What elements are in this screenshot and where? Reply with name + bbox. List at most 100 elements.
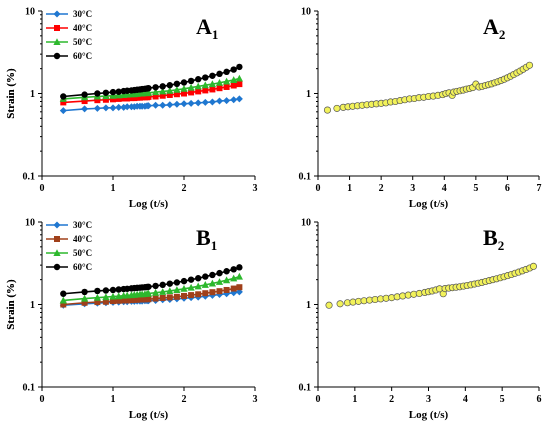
data-point	[235, 95, 243, 103]
data-point	[181, 292, 187, 299]
data-point	[173, 286, 181, 293]
x-axis-label: Log (t/s)	[409, 198, 449, 210]
data-point	[215, 278, 224, 285]
data-point	[94, 299, 101, 306]
scatter-series	[325, 262, 538, 309]
legend-marker	[53, 221, 61, 229]
data-point	[202, 87, 209, 94]
data-point	[235, 272, 243, 280]
data-point	[187, 83, 195, 91]
panel-label-main: A	[196, 14, 212, 39]
panel-label-sub: 1	[211, 238, 218, 253]
data-point	[223, 97, 231, 105]
data-point	[216, 70, 223, 78]
legend: 30°C 40°C 50°C 60°C	[46, 220, 92, 272]
data-point	[81, 105, 89, 113]
data-point	[152, 295, 159, 302]
data-point	[159, 294, 166, 301]
data-point	[223, 286, 230, 293]
data-point	[195, 88, 202, 95]
data-point	[187, 77, 195, 85]
legend-marker	[53, 249, 61, 256]
data-point	[159, 101, 167, 109]
data-point	[152, 93, 159, 100]
data-point	[159, 83, 166, 90]
data-point	[152, 84, 159, 91]
data-point	[202, 290, 209, 297]
data-point	[180, 85, 188, 92]
data-point	[166, 280, 173, 287]
data-point	[187, 99, 195, 107]
data-point	[81, 91, 88, 98]
data-point	[333, 104, 341, 112]
data-point	[159, 92, 166, 99]
data-point	[123, 103, 131, 111]
data-point	[236, 63, 243, 71]
legend-marker	[53, 38, 61, 45]
x-axis-label: Log (t/s)	[129, 409, 169, 421]
data-point	[94, 90, 101, 97]
y-tick-label: 0.1	[299, 172, 312, 183]
data-point	[173, 279, 181, 286]
data-point	[152, 88, 160, 96]
legend-label: 30°C	[73, 9, 92, 19]
scatter-series	[323, 61, 534, 114]
x-tick-label: 5	[500, 394, 505, 405]
data-point	[166, 82, 173, 89]
y-tick-label: 10	[25, 7, 35, 18]
panel-label-sub: 1	[212, 27, 219, 42]
data-point	[223, 83, 230, 90]
y-tick-label: 0.1	[23, 172, 36, 183]
data-point	[166, 91, 173, 98]
data-point	[209, 289, 216, 296]
panel-label: A2	[483, 14, 505, 42]
legend-marker	[53, 263, 61, 271]
data-point	[223, 276, 231, 284]
y-axis-label: Strain (%)	[5, 279, 17, 330]
data-point	[124, 297, 131, 304]
data-point	[166, 287, 174, 294]
x-tick-label: 6	[537, 394, 542, 405]
data-point	[173, 100, 181, 108]
y-tick-label: 0.1	[299, 383, 312, 394]
data-point	[93, 293, 101, 301]
x-tick-label: 5	[473, 183, 478, 194]
data-point	[188, 89, 195, 96]
data-point	[81, 98, 88, 105]
data-point	[159, 288, 167, 295]
data-point	[235, 74, 243, 82]
legend-label: 50°C	[73, 248, 92, 258]
panel-label-main: A	[483, 14, 499, 39]
y-tick-label: 1	[306, 300, 311, 311]
data-point	[173, 91, 180, 98]
data-point	[180, 277, 188, 285]
data-point	[144, 88, 153, 96]
x-tick-label: 4	[442, 183, 447, 194]
data-point	[209, 72, 216, 79]
data-point	[102, 89, 110, 96]
data-point	[152, 101, 160, 109]
data-point	[59, 107, 67, 115]
x-tick-label: 1	[111, 394, 116, 405]
data-point	[102, 104, 110, 112]
data-point	[115, 95, 122, 102]
data-point	[230, 266, 237, 273]
data-point	[145, 102, 152, 110]
series-50c	[59, 74, 243, 102]
data-point	[223, 268, 230, 275]
panel-label-main: B	[483, 225, 498, 250]
x-axis-label: Log (t/s)	[129, 198, 169, 210]
x-tick-label: 3	[253, 183, 258, 194]
data-point	[159, 281, 166, 289]
data-point	[173, 293, 180, 300]
data-point	[166, 294, 173, 301]
data-point	[102, 293, 110, 301]
data-point	[60, 290, 67, 297]
data-point	[115, 103, 123, 111]
x-tick-label: 3	[253, 394, 258, 405]
data-point	[209, 86, 216, 93]
data-point	[115, 292, 123, 300]
x-tick-label: 3	[426, 394, 431, 405]
